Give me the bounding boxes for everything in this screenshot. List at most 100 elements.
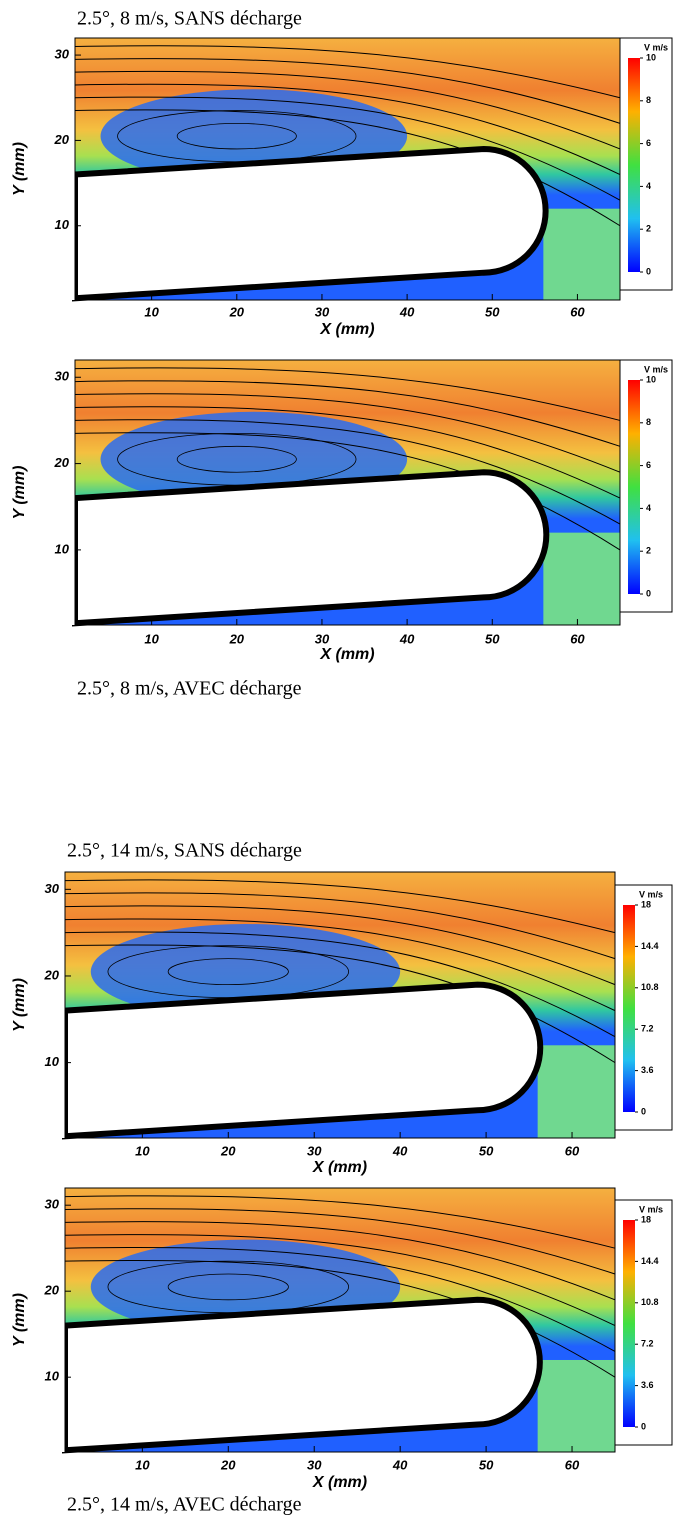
x-tick-label: 40 (392, 1143, 408, 1158)
colorbar (628, 380, 640, 594)
streamline (74, 45, 621, 99)
x-tick-label: 10 (135, 1457, 150, 1472)
x-tick-label: 20 (229, 631, 245, 646)
left-mask (69, 38, 75, 300)
colorbar-tick-label: 14.4 (641, 1256, 659, 1266)
caption: 2.5°, 8 m/s, AVEC décharge (77, 678, 302, 700)
y-tick-label: 30 (55, 369, 70, 384)
x-tick-label: 30 (307, 1143, 322, 1158)
y-tick-label: 30 (45, 881, 60, 896)
streamline (64, 1221, 616, 1301)
x-tick-label: 30 (315, 304, 330, 319)
colorbar-label: V m/s (639, 889, 663, 899)
vortex-line (176, 445, 297, 473)
x-tick-label: 40 (399, 631, 415, 646)
caption: 2.5°, 8 m/s, SANS décharge (77, 8, 302, 30)
streamline (64, 944, 616, 1064)
x-tick-label: 10 (144, 631, 159, 646)
x-axis-label: X (mm) (312, 1474, 367, 1491)
wake-field (537, 1359, 615, 1452)
airfoil (72, 469, 550, 627)
x-tick-label: 50 (485, 631, 500, 646)
wake-field (543, 532, 620, 625)
colorbar-frame (619, 37, 673, 291)
y-tick-label: 10 (45, 1369, 60, 1384)
x-axis-label: X (mm) (319, 646, 374, 663)
streamline (74, 419, 621, 525)
y-tick-label: 10 (45, 1054, 60, 1069)
airfoil (72, 145, 549, 302)
x-tick-label: 30 (307, 1457, 322, 1472)
y-tick-label: 20 (54, 132, 70, 147)
streamline (74, 432, 621, 551)
colorbar-tick-label: 7.2 (641, 1024, 654, 1034)
streamline (74, 96, 621, 201)
streamline (64, 892, 616, 960)
streamline (74, 70, 621, 150)
colorbar-tick-label: 14.4 (641, 941, 659, 951)
x-tick-label: 60 (570, 304, 585, 319)
x-tick-label: 10 (144, 304, 159, 319)
wake-field (537, 1045, 615, 1138)
streamline (64, 1247, 616, 1352)
colorbar-tick-label: 3.6 (641, 1065, 654, 1075)
x-tick-label: 40 (392, 1457, 408, 1472)
colorbar-tick-label: 2 (646, 546, 651, 556)
y-tick-label: 30 (45, 1197, 60, 1212)
x-tick-label: 60 (565, 1457, 580, 1472)
x-tick-label: 20 (229, 304, 245, 319)
y-axis-label: Y (mm) (11, 1293, 28, 1347)
y-tick-label: 10 (55, 541, 70, 556)
colorbar-tick-label: 6 (646, 138, 651, 148)
colorbar-tick-label: 2 (646, 224, 651, 234)
streamline (64, 931, 616, 1038)
colorbar-tick-label: 18 (641, 1214, 651, 1224)
x-tick-label: 50 (485, 304, 500, 319)
x-tick-label: 50 (479, 1457, 494, 1472)
caption: 2.5°, 14 m/s, SANS décharge (67, 840, 302, 862)
streamline (64, 1234, 616, 1327)
airfoil (62, 1296, 543, 1454)
vortex-line (167, 1273, 289, 1301)
colorbar-label: V m/s (644, 364, 668, 374)
x-tick-label: 40 (399, 304, 415, 319)
colorbar-tick-label: 4 (646, 503, 651, 513)
colorbar-tick-label: 4 (646, 181, 651, 191)
y-tick-label: 10 (55, 217, 70, 232)
colorbar-tick-label: 6 (646, 460, 651, 470)
x-tick-label: 50 (479, 1143, 494, 1158)
colorbar-tick-label: 10 (646, 52, 656, 62)
colorbar-tick-label: 8 (646, 95, 651, 105)
y-tick-label: 20 (44, 967, 60, 982)
wake-field (543, 208, 620, 300)
colorbar-frame (619, 359, 673, 613)
left-mask (59, 1188, 65, 1452)
colorbar-label: V m/s (639, 1204, 663, 1214)
streamline (74, 58, 621, 124)
streamline (74, 380, 621, 447)
x-tick-label: 20 (220, 1143, 236, 1158)
streamline (74, 393, 621, 473)
streamline (64, 1208, 616, 1275)
x-tick-label: 60 (565, 1143, 580, 1158)
colorbar-tick-label: 0 (641, 1421, 646, 1431)
streamline (64, 1259, 616, 1378)
x-axis-label: X (mm) (312, 1159, 367, 1176)
y-tick-label: 20 (44, 1283, 60, 1298)
colorbar-tick-label: 3.6 (641, 1380, 654, 1390)
colorbar-tick-label: 0 (641, 1106, 646, 1116)
vortex-line (176, 122, 297, 150)
y-axis-label: Y (mm) (11, 466, 28, 520)
x-tick-label: 30 (315, 631, 330, 646)
caption: 2.5°, 14 m/s, AVEC décharge (67, 1494, 302, 1516)
streamline (74, 83, 621, 175)
x-tick-label: 20 (220, 1457, 236, 1472)
y-axis-label: Y (mm) (11, 142, 28, 196)
y-axis-label: Y (mm) (11, 978, 28, 1032)
airfoil (62, 981, 543, 1140)
streamline (64, 1195, 616, 1249)
colorbar-tick-label: 10.8 (641, 1297, 659, 1307)
streamline (64, 879, 616, 934)
streamline (74, 109, 621, 227)
